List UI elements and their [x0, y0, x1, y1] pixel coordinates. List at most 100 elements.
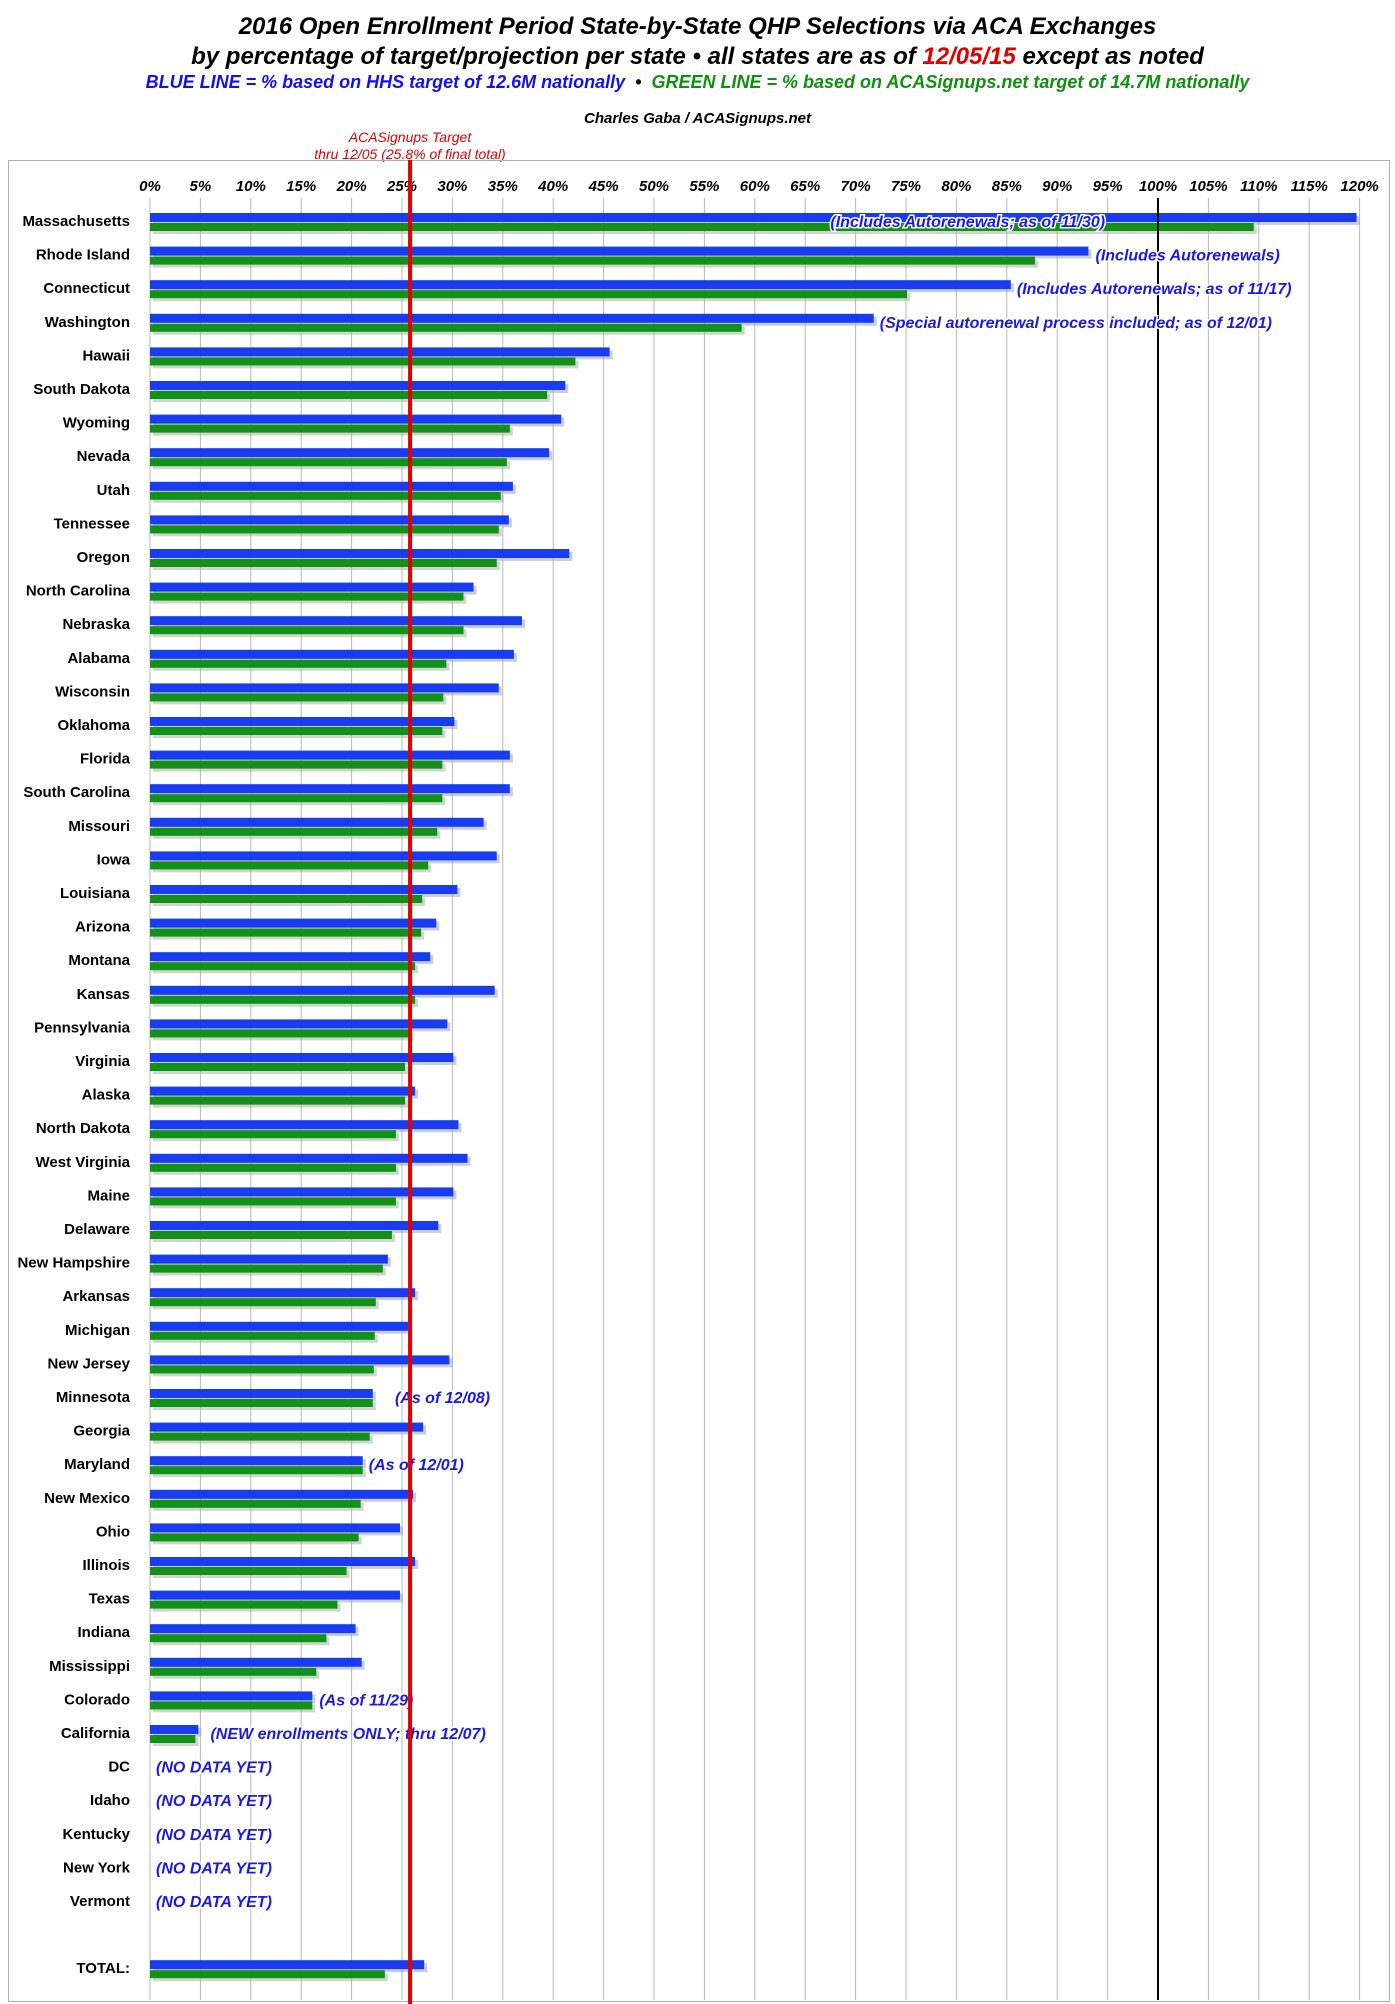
bar-blue: [150, 851, 497, 861]
category-label: Mississippi: [49, 1658, 130, 1675]
bar-annotation: (NO DATA YET): [156, 1793, 272, 1810]
bar-green: [150, 525, 499, 534]
x-tick-label: 40%: [537, 178, 568, 195]
bar-blue: [150, 1321, 409, 1331]
bar-annotation: (As of 12/01): [369, 1457, 464, 1474]
bar-green: [150, 794, 443, 803]
bar-blue: [150, 1489, 414, 1499]
category-label: North Carolina: [26, 583, 131, 600]
target-label-2: thru 12/05 (25.8% of final total): [314, 146, 506, 162]
bar-blue: [150, 213, 1357, 222]
category-label: Vermont: [70, 1893, 130, 1910]
bar-blue: [150, 582, 474, 592]
bar-blue: [150, 1691, 313, 1701]
bar-annotation: (NO DATA YET): [156, 1894, 272, 1911]
category-label: Montana: [68, 952, 130, 969]
bar-green: [150, 491, 501, 500]
bar-blue: [150, 414, 562, 424]
bar-blue: [150, 1624, 356, 1634]
category-label: Florida: [80, 751, 131, 768]
category-label: Utah: [97, 482, 130, 499]
bar-green: [150, 727, 443, 735]
bar-blue: [150, 280, 1011, 290]
x-tick-label: 95%: [1093, 178, 1123, 195]
chart-title: 2016 Open Enrollment Period State-by-Sta…: [238, 13, 1157, 40]
bar-green: [150, 357, 576, 366]
subtitle-text-pre: by percentage of target/projection per s…: [191, 43, 923, 70]
legend-green: GREEN LINE = % based on ACASignups.net t…: [651, 72, 1250, 92]
bar-green: [150, 1197, 396, 1206]
bar-blue: [150, 246, 1089, 256]
category-label: Delaware: [64, 1221, 130, 1238]
bar-blue: [150, 1019, 448, 1029]
bar-green: [150, 323, 742, 332]
category-label: New Hampshire: [17, 1255, 130, 1272]
category-label: Oregon: [77, 549, 130, 566]
bar-green: [150, 1163, 396, 1172]
bar-blue: [150, 649, 514, 659]
x-tick-label: 110%: [1240, 178, 1277, 195]
bar-blue: [150, 1153, 468, 1163]
x-tick-label: 0%: [139, 178, 161, 195]
bar-green: [150, 1735, 196, 1743]
x-tick-label: 20%: [336, 178, 367, 195]
bar-annotation: (Special autorenewal process included; a…: [880, 315, 1272, 332]
bar-blue: [150, 1288, 416, 1298]
category-label: South Carolina: [23, 784, 130, 801]
category-label: TOTAL:: [76, 1960, 130, 1977]
x-tick-label: 25%: [386, 178, 417, 195]
category-label: Wisconsin: [55, 683, 130, 700]
x-tick-label: 105%: [1189, 178, 1227, 195]
category-label: Alabama: [67, 650, 130, 667]
bar-blue: [150, 1590, 400, 1600]
bar-blue: [150, 1120, 459, 1130]
category-label: Minnesota: [56, 1389, 131, 1406]
bar-blue: [150, 1187, 454, 1197]
bar-blue: [150, 1657, 362, 1667]
bar-green: [150, 1399, 373, 1407]
category-label: Washington: [45, 314, 130, 331]
bar-green: [150, 1701, 313, 1710]
category-label: Missouri: [68, 818, 130, 835]
category-label: Louisiana: [60, 885, 131, 902]
bar-green: [150, 559, 497, 567]
x-tick-label: 80%: [941, 178, 971, 195]
bar-blue: [150, 448, 550, 458]
category-label: North Dakota: [36, 1120, 131, 1137]
x-tick-label: 60%: [740, 178, 770, 195]
category-label: Oklahoma: [57, 717, 130, 734]
target-label-1: ACASignups Target: [348, 129, 472, 145]
x-tick-label: 75%: [891, 178, 921, 195]
category-label: California: [61, 1725, 131, 1742]
bar-annotation: (NEW enrollments ONLY; thru 12/07): [210, 1726, 485, 1743]
x-tick-label: 5%: [190, 178, 212, 195]
bar-blue: [150, 1725, 199, 1734]
x-tick-label: 10%: [236, 178, 266, 195]
bar-green: [150, 256, 1036, 265]
category-label: DC: [108, 1759, 130, 1776]
category-label: Arkansas: [62, 1288, 130, 1305]
bar-green: [150, 1096, 406, 1105]
category-label: Massachusetts: [22, 213, 130, 230]
subtitle-text-post: except as noted: [1015, 43, 1204, 70]
bar-blue: [150, 381, 566, 390]
bar-blue: [150, 952, 431, 962]
bar-blue: [150, 1960, 425, 1970]
bar-green: [150, 827, 438, 836]
bar-green: [150, 1365, 374, 1374]
bar-blue: [150, 784, 510, 794]
category-label: New Mexico: [44, 1490, 130, 1507]
bar-blue: [150, 481, 513, 491]
bar-green: [150, 962, 416, 971]
bar-green: [150, 895, 423, 903]
bar-annotation: (NO DATA YET): [156, 1827, 272, 1844]
legend-separator: •: [625, 72, 652, 92]
bar-blue: [150, 1389, 373, 1398]
bar-green: [150, 1667, 317, 1676]
bar-green: [150, 223, 1254, 231]
bar-blue: [150, 347, 610, 357]
bar-green: [150, 1533, 359, 1542]
bar-green: [150, 760, 443, 769]
bar-blue: [150, 616, 522, 626]
subtitle-date: 12/05/15: [922, 43, 1016, 70]
